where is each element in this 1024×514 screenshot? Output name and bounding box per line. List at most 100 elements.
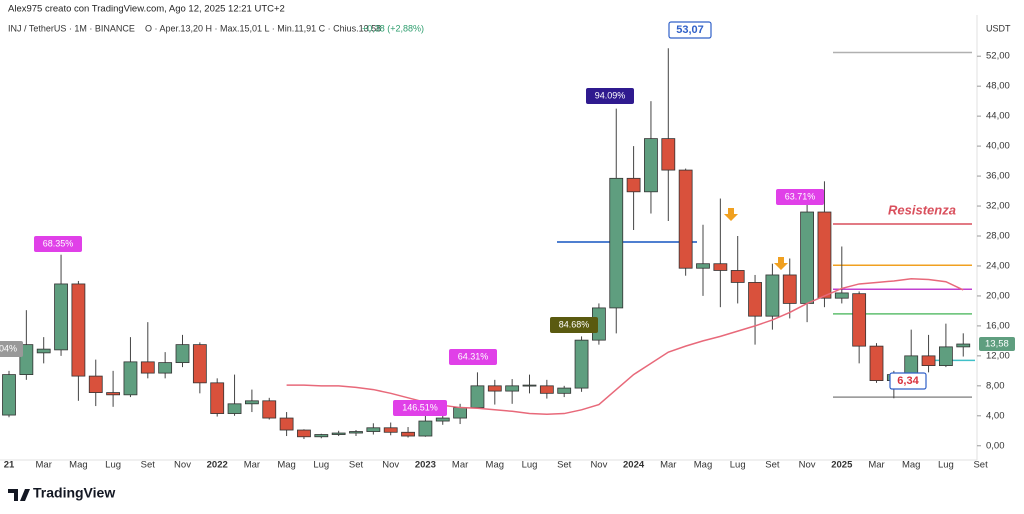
- candle-body: [956, 343, 971, 348]
- candle-body: [713, 263, 728, 271]
- candle-body: [314, 434, 329, 438]
- candle-body: [487, 385, 502, 392]
- x-tick-label: 2025: [831, 460, 853, 471]
- y-tick-label: 0,00: [986, 440, 1005, 451]
- x-tick-label: Lug: [105, 460, 121, 471]
- resistance-label: Resistenza: [888, 202, 956, 217]
- annotation: 04%: [0, 343, 17, 353]
- annotation-box: [0, 341, 23, 357]
- candle-body: [904, 355, 919, 375]
- x-tick-label: Mag: [902, 460, 920, 471]
- y-tick-label: 24,00: [986, 260, 1010, 271]
- candle-body: [921, 355, 936, 367]
- y-tick-label: 44,00: [986, 111, 1010, 122]
- candle-body: [2, 374, 16, 416]
- annotation-box: [449, 349, 497, 365]
- candle-body: [418, 420, 433, 437]
- candle-body: [210, 382, 225, 414]
- x-tick-label: Set: [557, 460, 572, 471]
- candle-body: [453, 407, 468, 419]
- price-tag-label: 13,58: [985, 339, 1009, 350]
- x-tick-label: Mar: [868, 460, 884, 471]
- candle-body: [349, 431, 363, 434]
- y-tick-label: 20,00: [986, 290, 1010, 301]
- annotation-box: [393, 400, 447, 416]
- candle-body: [262, 400, 277, 419]
- y-tick-label: 4,00: [986, 410, 1005, 421]
- annotation: 53,07: [676, 24, 704, 36]
- x-tick-label: Set: [349, 460, 364, 471]
- y-tick-label: 32,00: [986, 201, 1010, 212]
- candle-body: [401, 431, 415, 437]
- candle-body: [852, 293, 867, 347]
- change: +0,38 (+2,88%): [362, 23, 424, 33]
- candle-body: [175, 344, 190, 364]
- candle-body: [730, 270, 745, 283]
- candle-body: [522, 384, 537, 387]
- candle-body: [817, 211, 832, 299]
- candle-body: [748, 282, 762, 317]
- x-tick-label: Mar: [452, 460, 468, 471]
- annotation: 94.09%: [595, 90, 626, 100]
- author: Alex975 creato con TradingView.com, Ago …: [8, 4, 285, 15]
- candle-body: [158, 362, 173, 374]
- annotation: 64.31%: [458, 351, 489, 361]
- candle-body: [574, 339, 589, 389]
- annotation-box: [776, 189, 824, 205]
- x-tick-label: Nov: [382, 460, 399, 471]
- candle-body: [765, 274, 780, 317]
- candle-body: [383, 427, 398, 433]
- symbol: INJ / TetherUS · 1M · BINANCE: [8, 23, 135, 33]
- candle-body: [644, 138, 658, 193]
- candle-body: [331, 432, 346, 435]
- candle-body: [36, 348, 51, 354]
- price-tag: [979, 337, 1015, 352]
- brand: TradingView: [33, 485, 115, 501]
- annotation-box: [34, 236, 82, 252]
- annotation: 146.51%: [402, 402, 438, 412]
- x-tick-label: Mar: [36, 460, 52, 471]
- candle-body: [626, 177, 641, 193]
- x-tick-label: Set: [973, 460, 988, 471]
- moving-average: [286, 277, 964, 416]
- y-tick-label: 28,00: [986, 231, 1010, 242]
- candle-body: [88, 375, 103, 393]
- candle-body: [539, 385, 554, 394]
- candle-body: [244, 400, 259, 405]
- annotation-box: [889, 372, 927, 390]
- candle-body: [505, 385, 520, 392]
- x-tick-label: Mag: [486, 460, 504, 471]
- x-tick-label: Lug: [522, 460, 538, 471]
- candle-body: [71, 283, 86, 377]
- candle-body: [939, 346, 953, 367]
- logo: TradingView: [8, 485, 115, 501]
- x-tick-label: Nov: [799, 460, 816, 471]
- candle-body: [869, 345, 884, 381]
- candle-body: [435, 417, 450, 422]
- ohlc: O · Aper.13,20 H · Max.15,01 L · Min.11,…: [145, 23, 381, 33]
- x-tick-label: Lug: [313, 460, 329, 471]
- candle-body: [470, 385, 485, 408]
- annotation-box: [550, 317, 598, 333]
- candle-body: [661, 138, 676, 171]
- x-tick-label: Mag: [69, 460, 87, 471]
- annotation: 84.68%: [559, 319, 590, 329]
- x-tick-label: 21: [4, 460, 15, 471]
- y-tick-label: 52,00: [986, 51, 1010, 62]
- x-tick-label: Mag: [694, 460, 712, 471]
- y-tick-label: 12,00: [986, 350, 1010, 361]
- annotation-box: [586, 88, 634, 104]
- candle-body: [609, 177, 624, 309]
- y-tick-label: 40,00: [986, 141, 1010, 152]
- x-tick-label: Set: [141, 460, 156, 471]
- candle-body: [140, 361, 155, 374]
- annotation: 68.35%: [43, 238, 74, 248]
- y-tick-label: 36,00: [986, 171, 1010, 182]
- candle-body: [834, 292, 849, 299]
- candle-body: [678, 169, 693, 269]
- x-tick-label: 2024: [623, 460, 645, 471]
- x-tick-label: Lug: [938, 460, 954, 471]
- candle-body: [696, 263, 710, 269]
